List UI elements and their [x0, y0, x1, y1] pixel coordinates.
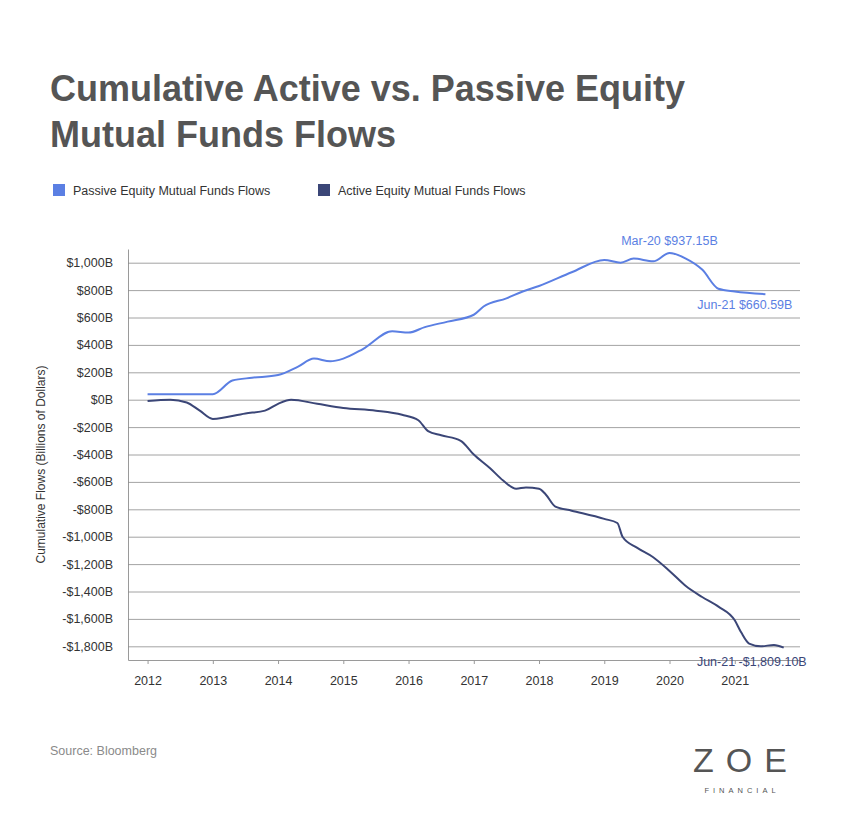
source: Source: Bloomberg	[50, 744, 157, 758]
x-tick-label: 2013	[199, 674, 227, 688]
legend-swatch	[318, 184, 330, 196]
y-tick: -$1,200B	[62, 558, 800, 572]
x-tick: 2016	[395, 660, 423, 688]
grid-line	[128, 537, 800, 538]
y-tick-label: -$200B	[73, 421, 113, 435]
x-tick-mark	[213, 660, 214, 664]
x-tick-label: 2012	[134, 674, 162, 688]
x-tick-mark	[343, 660, 344, 664]
grid-line	[128, 372, 800, 373]
y-tick-label: $0B	[91, 393, 113, 407]
x-tick: 2012	[134, 660, 162, 688]
annotation: Mar-20 $937.15B	[621, 234, 718, 248]
y-tick-label: -$800B	[73, 503, 113, 517]
y-tick-label: $200B	[77, 366, 113, 380]
grid-line	[128, 509, 800, 510]
grid-line	[128, 482, 800, 483]
y-tick-label: -$1,000B	[62, 530, 113, 544]
grid-line	[128, 290, 800, 291]
x-tick-label: 2020	[656, 674, 684, 688]
y-tick-label: -$1,400B	[62, 585, 113, 599]
x-tick: 2015	[330, 660, 358, 688]
y-axis-title: Cumulative Flows (Billions of Dollars)	[34, 365, 48, 563]
x-tick-label: 2019	[591, 674, 619, 688]
y-tick-label: $400B	[77, 338, 113, 352]
plot-area	[148, 253, 784, 648]
grid-line	[128, 455, 800, 456]
x-tick-mark	[409, 660, 410, 664]
y-tick: $400B	[77, 338, 800, 352]
y-tick: -$400B	[73, 448, 800, 462]
y-tick: -$800B	[73, 503, 800, 517]
y-tick: -$1,600B	[62, 612, 800, 626]
grid-line	[128, 564, 800, 565]
series-line	[148, 253, 766, 394]
x-tick: 2020	[656, 660, 684, 688]
title: Cumulative Active vs. Passive Equity Mut…	[50, 66, 770, 158]
x-tick-mark	[604, 660, 605, 664]
brand-subtitle: FINANCIAL	[704, 786, 779, 795]
grid-line	[128, 592, 800, 593]
legend-label: Active Equity Mutual Funds Flows	[338, 184, 526, 198]
annotations: Mar-20 $937.15B Jun-21 $660.59B Jun-21 -$1…	[621, 234, 806, 669]
brand: ZOE	[693, 741, 799, 779]
grid-line	[128, 345, 800, 346]
x-tick-mark	[670, 660, 671, 664]
annotation: Jun-21 $660.59B	[697, 298, 792, 312]
y-axis: $1,000B $800B $600B $400B $200B $0B -$200B -$40…	[62, 250, 800, 661]
y-tick-label: $1,000B	[66, 256, 113, 270]
x-tick: 2014	[265, 660, 293, 688]
y-tick-label: $600B	[77, 311, 113, 325]
y-tick: -$1,400B	[62, 585, 800, 599]
y-tick: $800B	[77, 284, 800, 298]
x-tick-label: 2017	[460, 674, 488, 688]
y-tick-label: -$400B	[73, 448, 113, 462]
legend-label: Passive Equity Mutual Funds Flows	[73, 184, 270, 198]
y-tick: $1,000B	[66, 256, 800, 270]
y-tick-label: -$600B	[73, 475, 113, 489]
x-tick-label: 2015	[330, 674, 358, 688]
grid-line	[128, 400, 800, 401]
x-tick-label: 2016	[395, 674, 423, 688]
legend: Passive Equity Mutual Funds Flows Active …	[53, 184, 526, 198]
y-tick: $200B	[77, 366, 800, 380]
grid-line	[128, 427, 800, 428]
grid-line	[128, 619, 800, 620]
legend-item: Active Equity Mutual Funds Flows	[318, 184, 526, 198]
x-tick: 2017	[460, 660, 488, 688]
x-tick-mark	[148, 660, 149, 664]
grid-line	[128, 646, 800, 647]
y-tick: -$600B	[73, 475, 800, 489]
x-tick: 2019	[591, 660, 619, 688]
x-tick: 2018	[526, 660, 554, 688]
legend-item: Passive Equity Mutual Funds Flows	[53, 184, 270, 198]
y-tick-label: -$1,200B	[62, 558, 113, 572]
y-tick-label: -$1,800B	[62, 640, 113, 654]
page: {"chart_data": { "type": "line", "title"…	[0, 0, 855, 826]
y-tick: -$200B	[73, 421, 800, 435]
x-tick-label: 2021	[721, 674, 749, 688]
chart-svg: $1,000B $800B $600B $400B $200B $0B -$200B -$40…	[0, 0, 855, 826]
y-tick-label: $800B	[77, 284, 113, 298]
x-tick-mark	[474, 660, 475, 664]
x-tick-mark	[278, 660, 279, 664]
x-tick-mark	[539, 660, 540, 664]
grid-line	[128, 263, 800, 264]
y-tick: $0B	[91, 393, 800, 407]
annotation: Jun-21 -$1,809.10B	[697, 655, 807, 669]
x-tick-label: 2014	[265, 674, 293, 688]
series-line	[148, 400, 784, 648]
y-tick-label: -$1,600B	[62, 612, 113, 626]
x-tick-label: 2018	[526, 674, 554, 688]
x-tick: 2013	[199, 660, 227, 688]
y-tick: -$1,000B	[62, 530, 800, 544]
y-tick: -$1,800B	[62, 640, 800, 654]
legend-swatch	[53, 184, 65, 196]
